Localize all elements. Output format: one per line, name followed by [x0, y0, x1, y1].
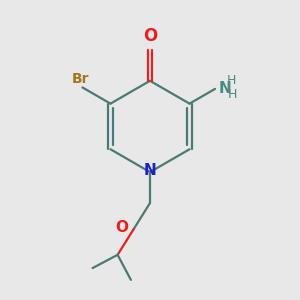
Text: H: H: [226, 74, 236, 87]
Text: N: N: [144, 163, 156, 178]
Text: O: O: [116, 220, 128, 235]
Text: H: H: [228, 88, 237, 101]
Text: Br: Br: [72, 72, 90, 86]
Text: N: N: [219, 81, 231, 96]
Text: O: O: [143, 27, 157, 45]
